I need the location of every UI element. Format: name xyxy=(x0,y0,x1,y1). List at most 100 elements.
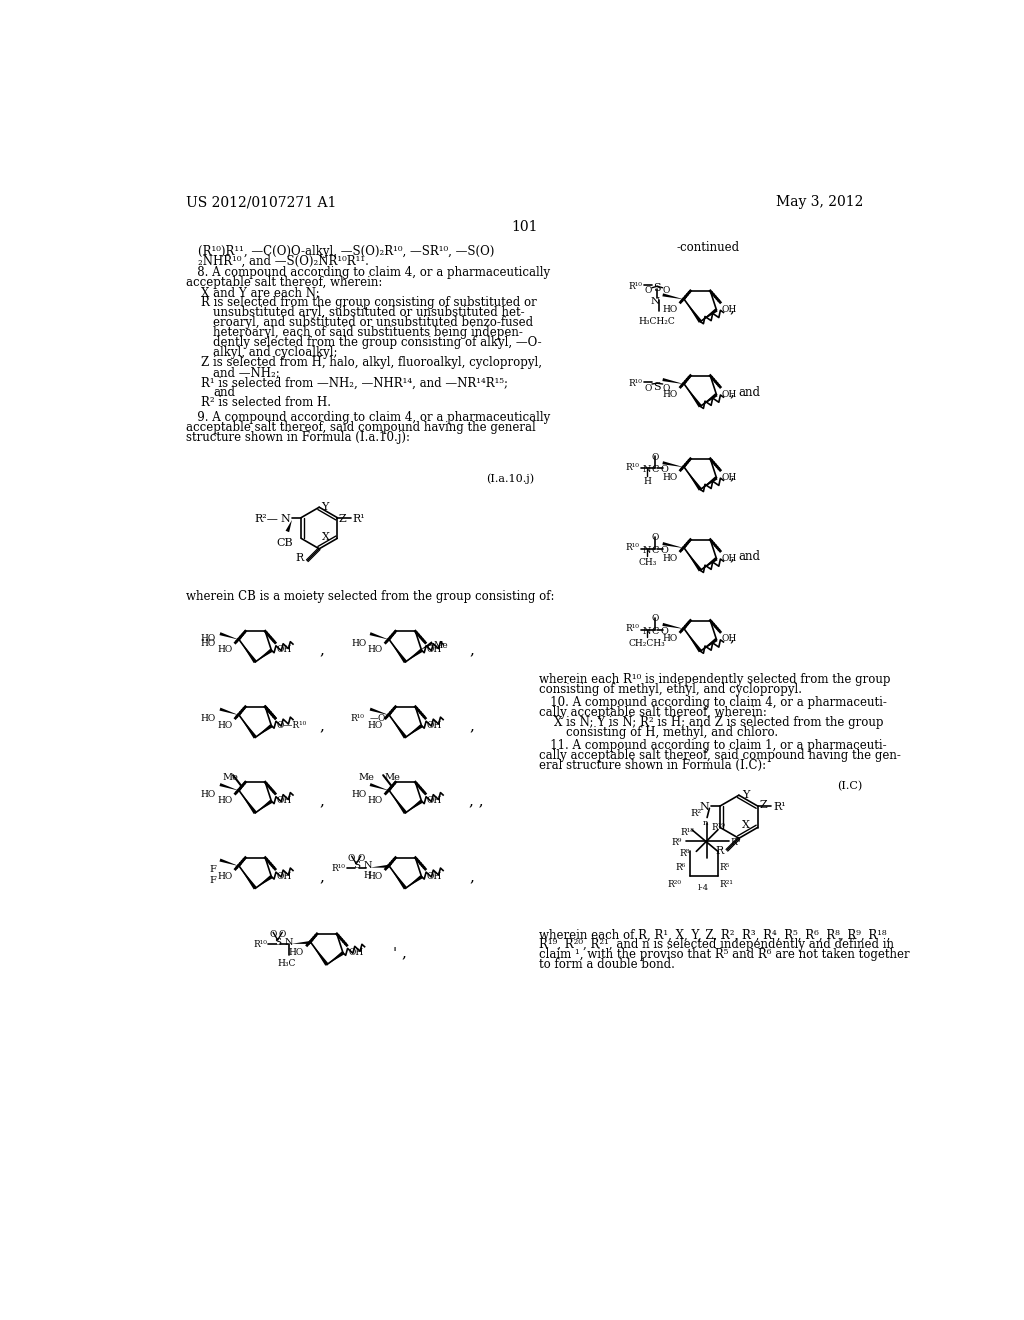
Polygon shape xyxy=(389,791,407,814)
Text: X: X xyxy=(323,532,330,541)
Polygon shape xyxy=(389,640,407,663)
Text: wherein each R¹⁰ is independently selected from the group: wherein each R¹⁰ is independently select… xyxy=(539,673,890,686)
Text: O: O xyxy=(279,929,286,939)
Text: Me: Me xyxy=(222,774,238,781)
Text: structure shown in Formula (I.a.10.j):: structure shown in Formula (I.a.10.j): xyxy=(186,430,410,444)
Polygon shape xyxy=(286,520,292,532)
Polygon shape xyxy=(684,467,701,491)
Text: O: O xyxy=(660,545,669,554)
Polygon shape xyxy=(700,309,718,322)
Text: (R¹⁰)R¹¹, —C(O)O-alkyl, —S(O)₂R¹⁰, —SR¹⁰, —S(O): (R¹⁰)R¹¹, —C(O)O-alkyl, —S(O)₂R¹⁰, —SR¹⁰… xyxy=(198,244,494,257)
Text: ,: , xyxy=(319,719,324,733)
Polygon shape xyxy=(255,875,272,888)
Text: H₃C: H₃C xyxy=(278,960,296,968)
Polygon shape xyxy=(370,783,389,791)
Polygon shape xyxy=(370,865,389,867)
Text: HO: HO xyxy=(289,948,304,957)
Text: ,: , xyxy=(319,870,324,884)
Text: R¹⁸: R¹⁸ xyxy=(680,828,694,837)
Text: R¹⁰: R¹⁰ xyxy=(332,863,345,873)
Text: N: N xyxy=(285,937,294,946)
Text: X: X xyxy=(742,820,750,830)
Text: X and Y are each N;: X and Y are each N; xyxy=(202,286,321,300)
Text: OH: OH xyxy=(427,796,442,805)
Text: HO: HO xyxy=(663,473,677,482)
Text: HO: HO xyxy=(368,645,382,655)
Text: O: O xyxy=(348,854,355,863)
Text: R²: R² xyxy=(690,809,701,818)
Text: OH: OH xyxy=(276,796,292,805)
Text: (I.C): (I.C) xyxy=(837,780,862,791)
Text: O: O xyxy=(660,627,669,635)
Polygon shape xyxy=(663,543,684,548)
Text: and: and xyxy=(739,549,761,562)
Text: Y: Y xyxy=(322,502,329,512)
Text: HO: HO xyxy=(663,635,677,643)
Polygon shape xyxy=(219,708,240,715)
Text: —O: —O xyxy=(370,714,386,723)
Text: acceptable salt thereof, said compound having the general: acceptable salt thereof, said compound h… xyxy=(186,421,536,434)
Text: H₃CH₂C: H₃CH₂C xyxy=(639,317,676,326)
Text: Z is selected from H, halo, alkyl, fluoroalkyl, cyclopropyl,: Z is selected from H, halo, alkyl, fluor… xyxy=(202,356,543,370)
Polygon shape xyxy=(311,942,329,966)
Text: F: F xyxy=(209,866,216,874)
Text: and: and xyxy=(739,385,761,399)
Text: O: O xyxy=(663,384,670,393)
Text: X is N; Y is N; R² is H; and Z is selected from the group: X is N; Y is N; R² is H; and Z is select… xyxy=(554,715,884,729)
Text: US 2012/0107271 A1: US 2012/0107271 A1 xyxy=(186,195,336,210)
Text: R²¹: R²¹ xyxy=(720,880,733,888)
Polygon shape xyxy=(240,715,257,739)
Text: R³: R³ xyxy=(730,838,740,846)
Text: 9. A compound according to claim 4, or a pharmaceutically: 9. A compound according to claim 4, or a… xyxy=(186,411,550,424)
Text: N: N xyxy=(650,297,659,306)
Polygon shape xyxy=(663,623,684,630)
Text: N: N xyxy=(364,862,372,870)
Text: O: O xyxy=(644,384,652,393)
Polygon shape xyxy=(255,725,272,738)
Polygon shape xyxy=(406,875,423,888)
Polygon shape xyxy=(240,791,257,814)
Text: Me: Me xyxy=(358,774,374,781)
Text: OH: OH xyxy=(722,389,737,399)
Text: OH: OH xyxy=(722,635,737,643)
Text: H: H xyxy=(364,871,372,880)
Text: N: N xyxy=(699,803,710,812)
Text: OH: OH xyxy=(722,305,737,314)
Text: HO: HO xyxy=(201,714,216,723)
Text: N: N xyxy=(281,513,291,524)
Text: O: O xyxy=(651,533,658,543)
Polygon shape xyxy=(255,800,272,813)
Text: wherein CB is a moiety selected from the group consisting of:: wherein CB is a moiety selected from the… xyxy=(186,590,555,603)
Text: R¹⁰: R¹⁰ xyxy=(626,462,640,471)
Polygon shape xyxy=(389,715,407,739)
Text: HO: HO xyxy=(217,721,232,730)
Text: R¹ is selected from —NH₂, —NHR¹⁴, and —NR¹⁴R¹⁵;: R¹ is selected from —NH₂, —NHR¹⁴, and —N… xyxy=(202,376,508,389)
Text: eral structure shown in Formula (I.C):: eral structure shown in Formula (I.C): xyxy=(539,759,766,772)
Text: HO: HO xyxy=(663,389,677,399)
Text: 11. A compound according to claim 1, or a pharmaceuti-: 11. A compound according to claim 1, or … xyxy=(539,739,887,752)
Polygon shape xyxy=(240,640,257,663)
Polygon shape xyxy=(389,866,407,890)
Text: n: n xyxy=(702,818,709,828)
Text: claim ¹, with the proviso that R⁵ and R⁶ are not taken together: claim ¹, with the proviso that R⁵ and R⁶… xyxy=(539,949,909,961)
Text: 10. A compound according to claim 4, or a pharmaceuti-: 10. A compound according to claim 4, or … xyxy=(539,696,887,709)
Text: heteroaryl, each of said substituents being indepen-: heteroaryl, each of said substituents be… xyxy=(213,326,523,339)
Text: HO: HO xyxy=(201,639,216,648)
Polygon shape xyxy=(684,630,701,652)
Polygon shape xyxy=(663,378,684,384)
Text: C: C xyxy=(651,465,658,474)
Text: O: O xyxy=(651,614,658,623)
Text: acceptable salt thereof, wherein:: acceptable salt thereof, wherein: xyxy=(186,276,382,289)
Polygon shape xyxy=(700,557,718,570)
Text: S: S xyxy=(274,937,282,946)
Text: R⁵: R⁵ xyxy=(720,863,730,873)
Text: Z: Z xyxy=(760,800,767,809)
Text: N: N xyxy=(643,627,651,635)
Text: R¹⁰: R¹⁰ xyxy=(629,281,643,290)
Text: ,: , xyxy=(730,549,734,564)
Polygon shape xyxy=(219,783,240,791)
Text: wherein each of R, R¹, X, Y, Z, R², R³, R⁴, R⁵, R⁶, R⁸, R⁹, R¹⁸,: wherein each of R, R¹, X, Y, Z, R², R³, … xyxy=(539,928,890,941)
Text: O: O xyxy=(357,854,365,863)
Polygon shape xyxy=(700,393,718,407)
Polygon shape xyxy=(420,642,433,651)
